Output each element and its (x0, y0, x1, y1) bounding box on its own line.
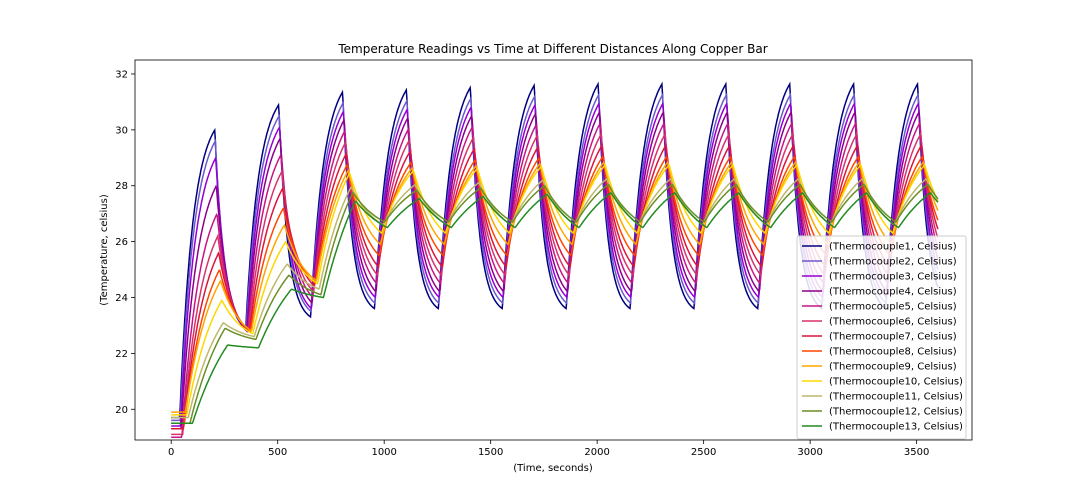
legend-entry-label: (Thermocouple7, Celsius) (829, 332, 957, 343)
x-tick-label: 3000 (797, 447, 822, 458)
x-tick-label: 2500 (691, 447, 716, 458)
plot-area (171, 81, 939, 438)
legend-entry-label: (Thermocouple3, Celsius) (829, 272, 957, 283)
x-tick-label: 1000 (371, 447, 396, 458)
legend-entry-label: (Thermocouple4, Celsius) (829, 287, 957, 298)
axes: 0 500 1000 1500 2000 2500 3000 3500 20 22 24 26 28 30… (115, 59, 973, 458)
y-tick-label: 26 (115, 237, 128, 248)
legend-entry-label: (Thermocouple8, Celsius) (829, 347, 957, 358)
series-line-thermocouple9 (171, 160, 939, 413)
legend-entry-label: (Thermocouple13, Celsius) (829, 422, 963, 433)
x-axis-label: (Time, seconds) (513, 463, 593, 474)
legend-entry-label: (Thermocouple12, Celsius) (829, 407, 963, 418)
y-tick-label: 20 (115, 405, 128, 416)
legend-entry-label: (Thermocouple9, Celsius) (829, 362, 957, 373)
legend-entry-label: (Thermocouple1, Celsius) (829, 242, 957, 253)
chart-title: Temperature Readings vs Time at Differen… (337, 42, 767, 56)
legend-entry-label: (Thermocouple2, Celsius) (829, 257, 957, 268)
series-line-thermocouple13 (171, 191, 939, 424)
x-tick-label: 1500 (478, 447, 503, 458)
x-tick-label: 3500 (904, 447, 929, 458)
y-tick-label: 32 (115, 69, 128, 80)
y-tick-label: 30 (115, 125, 128, 136)
series-line-thermocouple11 (171, 178, 939, 419)
legend-entry-label: (Thermocouple6, Celsius) (829, 317, 957, 328)
legend-entry-label: (Thermocouple5, Celsius) (829, 302, 957, 313)
y-tick-label: 22 (115, 349, 128, 360)
legend-entry-label: (Thermocouple11, Celsius) (829, 392, 963, 403)
legend-box (796, 235, 967, 440)
x-tick-label: 0 (168, 447, 174, 458)
axes-frame (134, 59, 973, 441)
x-tick-label: 500 (268, 447, 287, 458)
x-tick-label: 2000 (584, 447, 609, 458)
y-axis-label: (Temperature, celsius) (99, 194, 110, 306)
series-line-thermocouple12 (171, 183, 939, 424)
y-tick-label: 24 (115, 293, 128, 304)
legend-entry-label: (Thermocouple10, Celsius) (829, 377, 963, 388)
y-tick-label: 28 (115, 181, 128, 192)
legend: (Thermocouple1, Celsius) (Thermocouple2, … (796, 235, 967, 440)
